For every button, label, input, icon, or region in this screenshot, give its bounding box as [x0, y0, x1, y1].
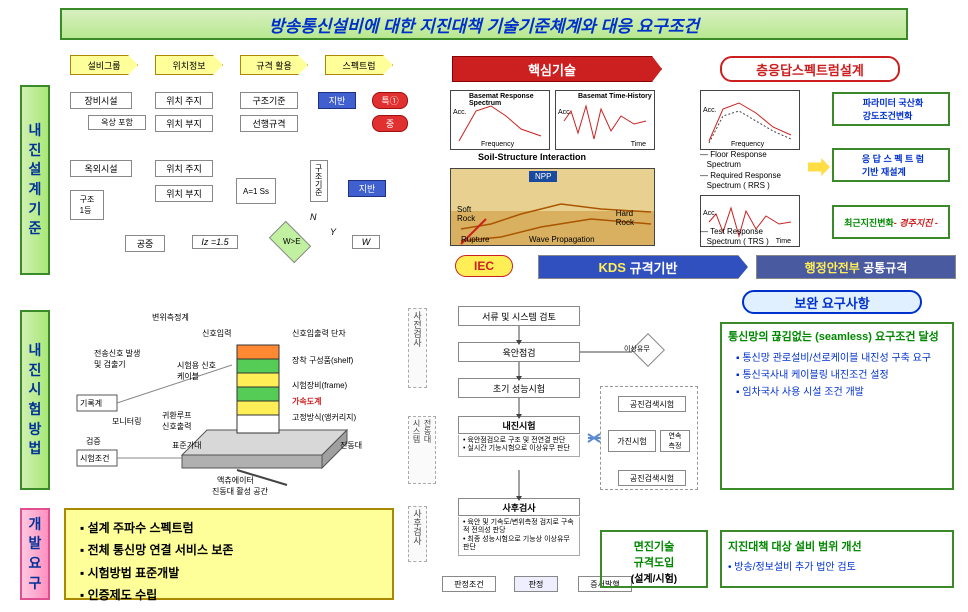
test-rig-diagram: 변위측정계 신호입력 신호입출력 단자 전송신호 발생및 검출기 장착 구성품(… — [62, 300, 402, 495]
d-we: W>E — [269, 221, 311, 263]
b-struct: 구조기준 — [240, 92, 298, 109]
lbl-y: Y — [330, 227, 336, 237]
lbl-n: N — [310, 212, 317, 222]
p1: 서류 및 시스템 검토 — [458, 306, 580, 326]
geo-diagram: NPP SoftRock HardRock Rupture Wave Propa… — [450, 168, 655, 246]
req-i2: ▪ 통신국사내 케이블링 내진조건 설정 — [736, 368, 946, 383]
b-air: 공중 — [125, 235, 165, 252]
mois-banner: 행정안전부 공통규격 — [756, 255, 956, 279]
b-iz: Iz =1.5 — [192, 235, 238, 249]
b-equip: 장비시설 — [70, 92, 132, 109]
b-loc1: 위치 주지 — [155, 92, 213, 109]
p4sub: • 육안점검으로 구조 및 전연결 판단• 실시간 기능시험으로 이상유무 판단 — [458, 435, 580, 457]
p3: 초기 성능시험 — [458, 378, 580, 398]
vs-post: 사후검사 — [408, 506, 427, 562]
flow-group: 설비그룹 — [70, 55, 138, 75]
d-abn-lbl: 이상유무 — [624, 344, 650, 354]
vs-pre: 사전검사 — [408, 308, 427, 388]
req-panel: 통신망의 끊김없는 (seamless) 요구조건 달성 ▪ 통신망 관로설비/… — [720, 322, 954, 490]
req-i1: ▪ 통신망 관로설비/선로케이블 내진성 구축 요구 — [736, 351, 946, 366]
p5sub: • 육안 및 기속도/변위측정 검지로 구속적 전의성 판당• 최종 성능시험으… — [458, 517, 580, 556]
rrs-caption: — Floor Response Spectrum— Required Resp… — [700, 150, 820, 192]
rb-recent: 최근지진변화- 경주지진 - — [832, 205, 950, 239]
b-outdoor: 옥외시설 — [70, 160, 132, 177]
scope-panel: 지진대책 대상 설비 범위 개선 • 방송/정보설비 추가 법안 검토 — [720, 530, 954, 588]
chart-basemat-response: Basemat Response Spectrum Acc. Frequency — [450, 90, 550, 150]
b-struct1: 구조1등 — [70, 190, 104, 220]
vlabel-test: 내진시험방법 — [20, 310, 50, 490]
devreq-panel: ▪ 설계 주파수 스펙트럼 ▪ 전체 통신망 연결 서비스 보존 ▪ 시험방법 … — [64, 508, 394, 600]
ssi-label: Soil-Structure Interaction — [478, 152, 586, 162]
vs-shake: 전동대시스템 — [408, 416, 436, 484]
b-mid: 중 — [372, 115, 408, 132]
b-loc3: 위치 주지 — [155, 160, 213, 177]
flow-loc: 위치정보 — [155, 55, 223, 75]
chart-basemat-time: Basemat Time-History Acc. Time — [555, 90, 655, 150]
chart-rrs: Acc. Frequency — [700, 90, 800, 150]
page-title: 방송통신설비에 대한 지진대책 기술기준체계와 대응 요구조건 — [60, 8, 908, 40]
b-special: 특① — [372, 92, 408, 109]
pb1: 판정조건 — [442, 576, 496, 592]
rb-param: 파라미터 국산화강도조건변화 — [832, 92, 950, 126]
vlabel-dev: 개발요구 — [20, 508, 50, 600]
b-loc4: 위치 부지 — [155, 185, 213, 202]
b-ground2: 지반 — [348, 180, 386, 197]
flow-spec: 규격 활용 — [240, 55, 308, 75]
b-struct2: 구조기준 — [310, 160, 328, 202]
flow-spectrum: 스펙트럼 — [325, 55, 393, 75]
spectrum-design: 층응답스펙트럼설계 — [720, 56, 900, 82]
pb2: 판정 — [514, 576, 558, 592]
supplement-title: 보완 요구사항 — [742, 290, 922, 314]
p2: 육안점검 — [458, 342, 580, 362]
b-loc2: 위치 부지 — [155, 115, 213, 132]
kds-banner: KDS KDS 규격기반규격기반 — [538, 255, 748, 279]
req-lead: 통신망의 끊김없는 (seamless) 요구조건 달성 — [728, 330, 946, 345]
trs-caption: — Test Response Spectrum ( TRS ) — [700, 227, 820, 248]
b-ground1: 지반 — [318, 92, 356, 109]
exempt-panel: 면진기술규격도입 (설계/시험) — [600, 530, 708, 588]
b-roof: 옥상 포함 — [88, 115, 146, 130]
core-tech: 핵심기술 — [452, 56, 662, 82]
b-prev: 선행규격 — [240, 115, 298, 132]
req-i3: ▪ 임차국사 사용 시설 조건 개발 — [736, 385, 946, 400]
rb-resp: 응 답 스 펙 트 럼기반 재설계 — [832, 148, 950, 182]
vlabel-design: 내진설계기준 — [20, 85, 50, 275]
b-w: W — [352, 235, 380, 249]
iec-badge: IEC — [455, 255, 513, 277]
p5: 사후검사 — [458, 498, 580, 516]
b-as: A=1 Ss — [236, 178, 276, 204]
p4: 내진시험 — [458, 416, 580, 434]
